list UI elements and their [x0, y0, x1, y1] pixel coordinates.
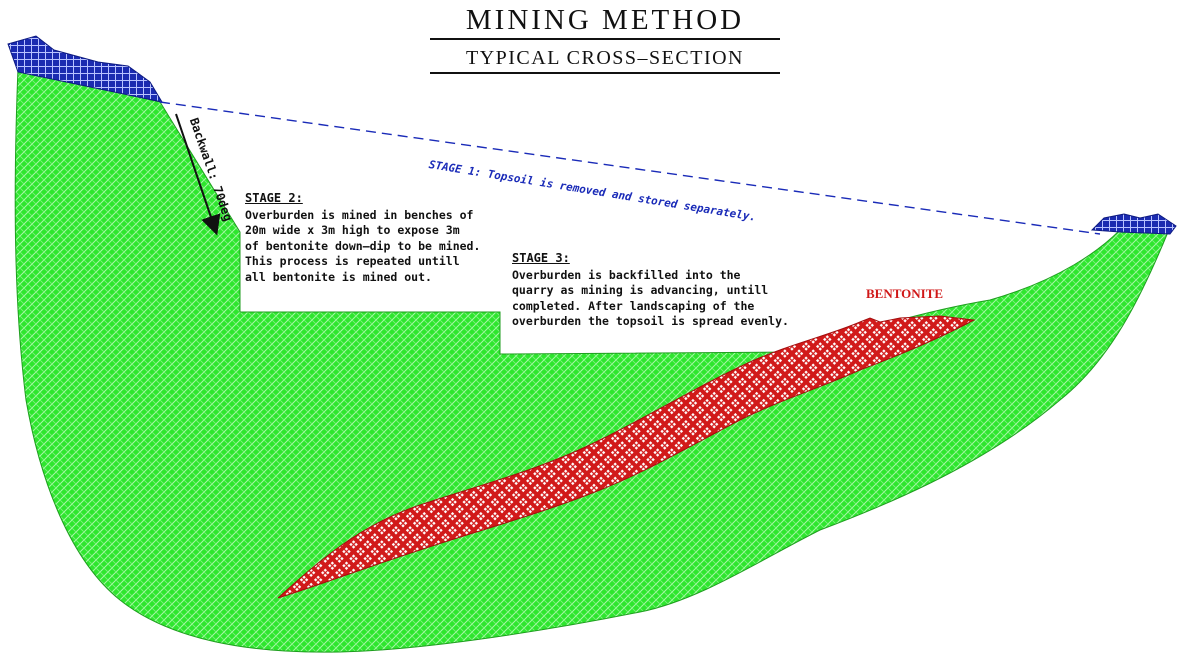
stage1-surface-line — [159, 101, 1101, 235]
stage3-line: completed. After landscaping of the — [512, 298, 755, 313]
stage2-line: 20m wide x 3m high to expose 3m — [245, 223, 460, 237]
page-title: MINING METHOD — [430, 4, 780, 40]
stage3-note: STAGE 3: Overburden is backfilled into t… — [512, 251, 802, 330]
bentonite-label: BENTONITE — [866, 286, 944, 301]
overburden-body — [14, 67, 1169, 653]
topsoil-right — [1090, 213, 1177, 235]
page-subtitle: TYPICAL CROSS–SECTION — [430, 46, 780, 74]
stage2-line: Overburden is mined in benches of — [245, 207, 474, 222]
stage2-line: all bentonite is mined out. — [245, 269, 432, 284]
stage3-heading: STAGE 3: — [512, 251, 570, 265]
stage2-heading: STAGE 2: — [245, 191, 303, 205]
stage2-line: This process is repeated untill — [245, 254, 460, 268]
backwall-arrow — [175, 113, 221, 236]
stage2-line: of bentonite down–dip to be mined. — [245, 238, 481, 253]
stage2-note: STAGE 2: Overburden is mined in benches … — [245, 191, 525, 285]
bentonite-seam — [277, 315, 976, 599]
stage3-line: quarry as mining is advancing, untill — [512, 283, 769, 297]
stage3-line: Overburden is backfilled into the — [512, 267, 741, 282]
stage3-line: overburden the topsoil is spread evenly. — [512, 314, 789, 328]
topsoil-left — [7, 35, 164, 103]
